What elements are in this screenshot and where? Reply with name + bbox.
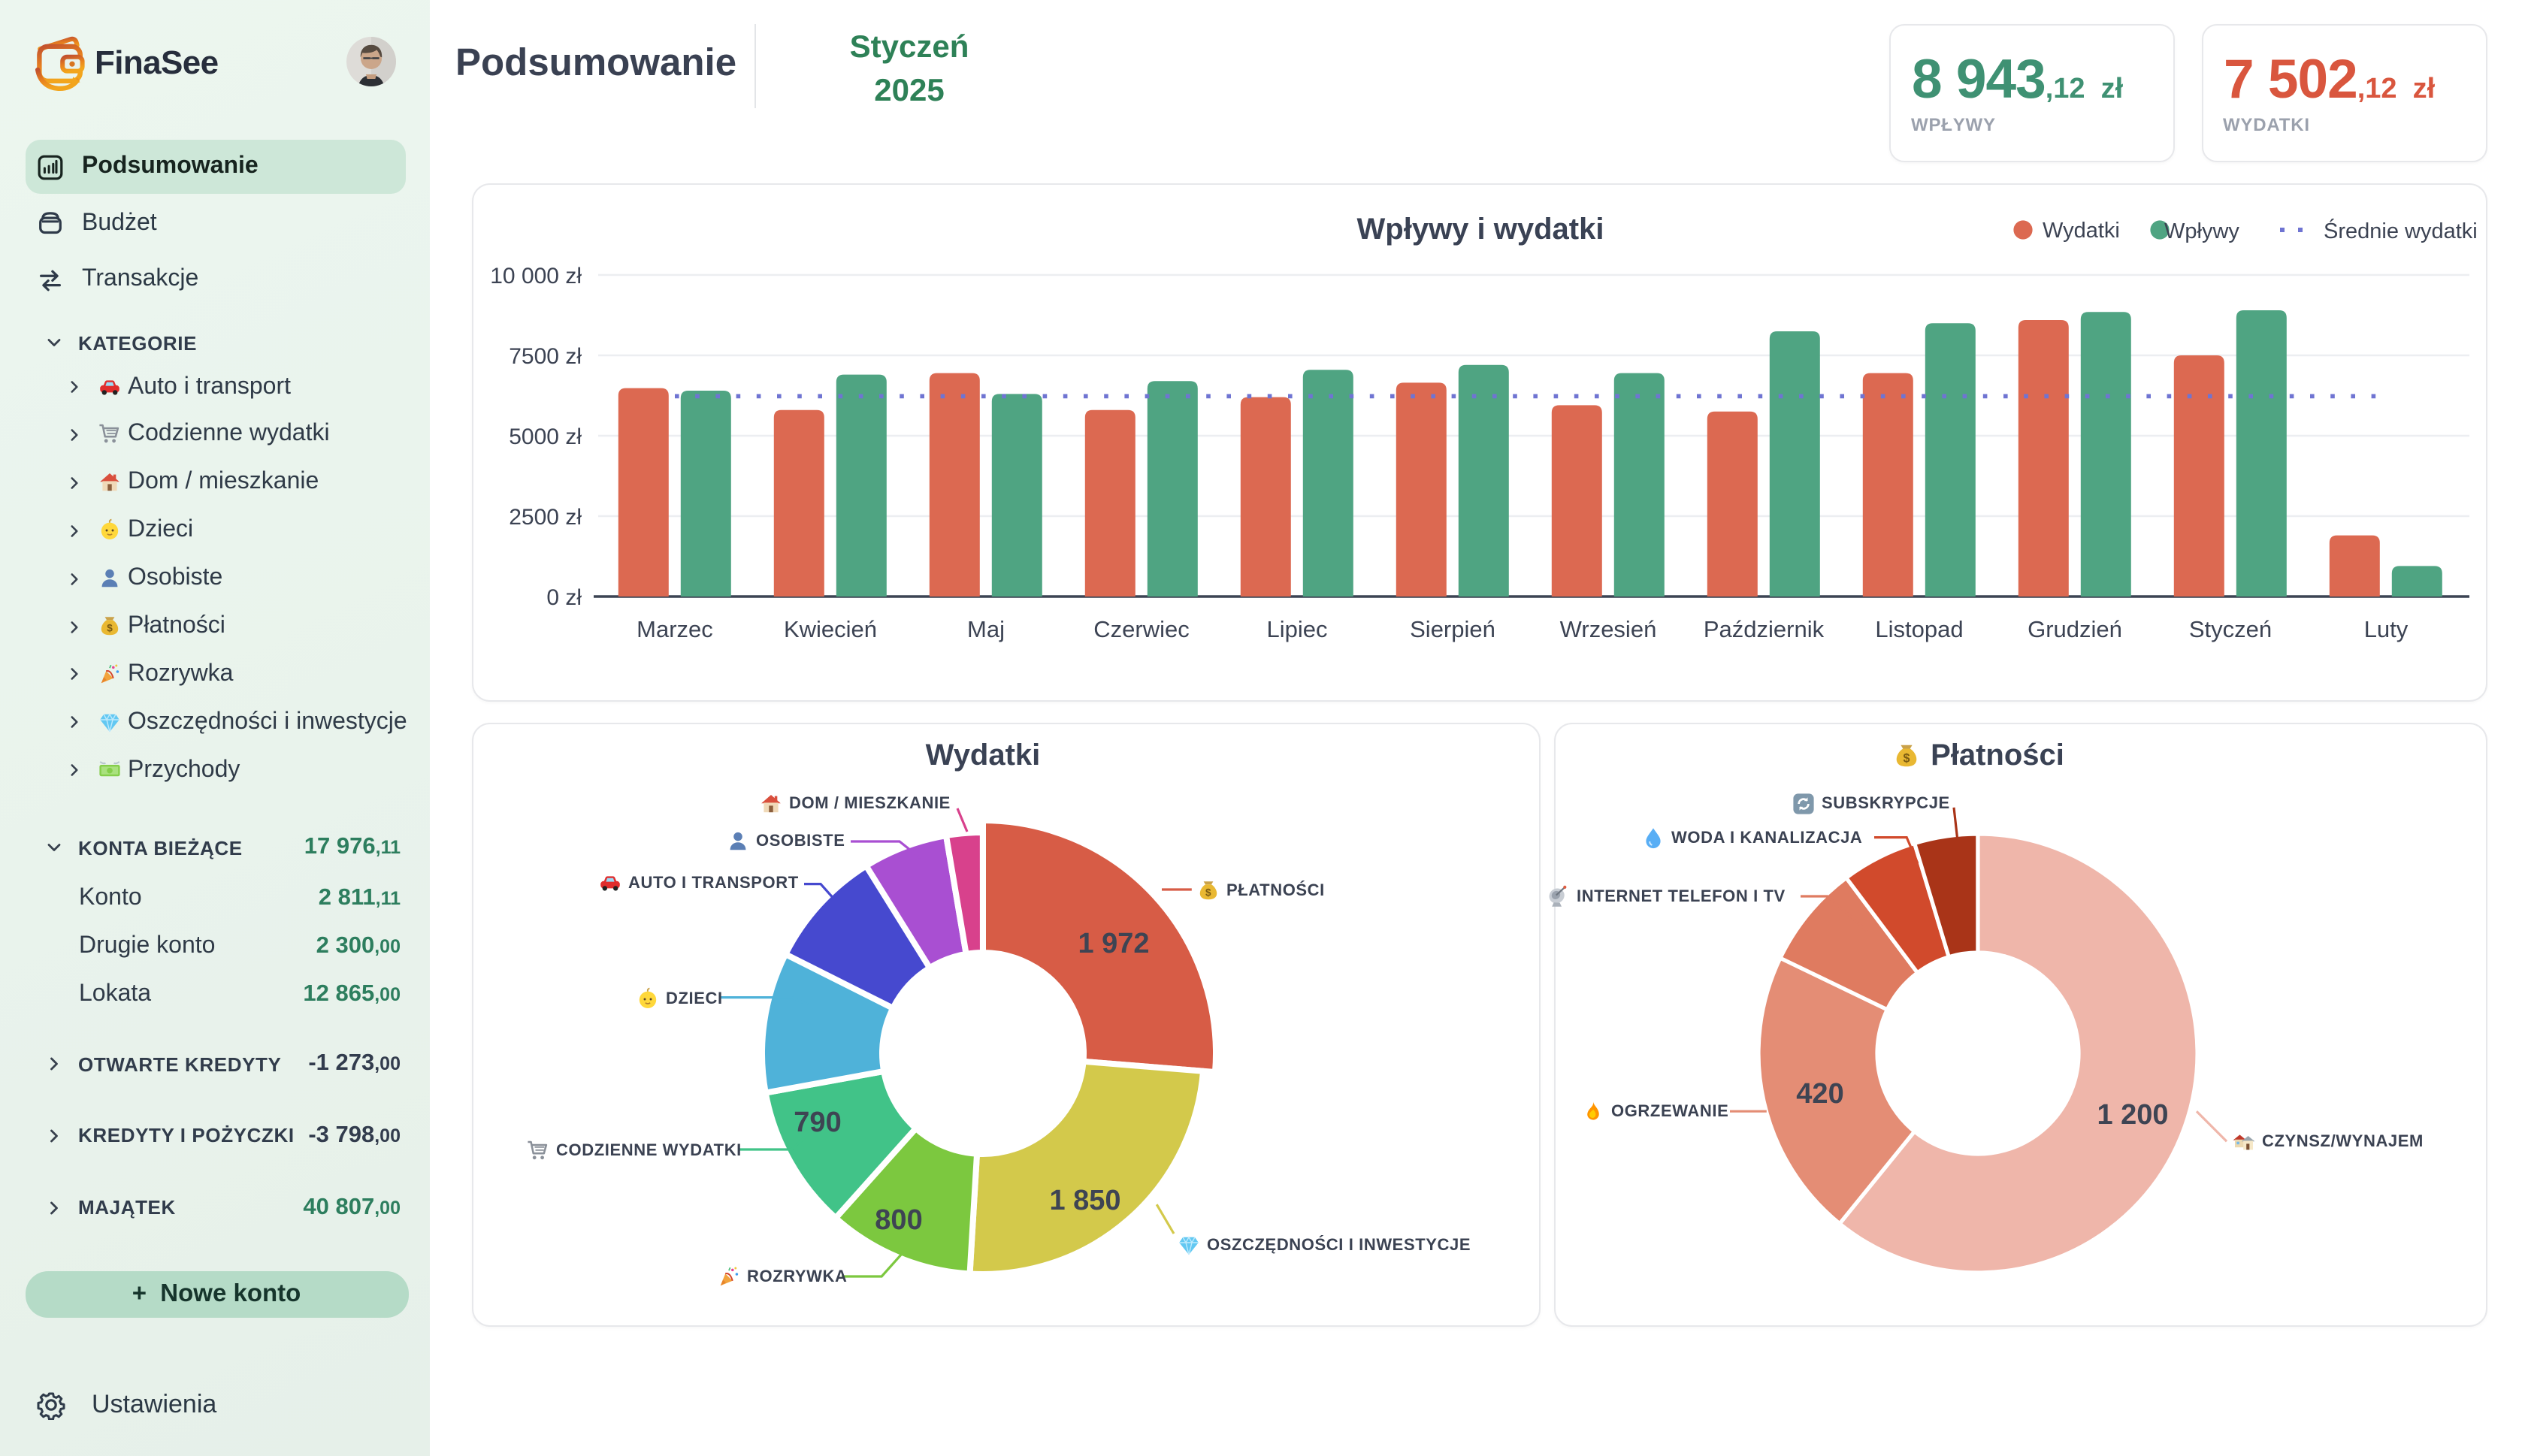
- svg-text:Listopad: Listopad: [1875, 616, 1963, 642]
- svg-text:Kwiecień: Kwiecień: [784, 616, 877, 642]
- svg-text:Wrzesień: Wrzesień: [1560, 616, 1657, 642]
- svg-text:Lipiec: Lipiec: [1267, 616, 1328, 642]
- svg-text:Wydatki: Wydatki: [2043, 219, 2120, 243]
- svg-text:Maj: Maj: [967, 616, 1005, 642]
- svg-text:Czerwiec: Czerwiec: [1093, 616, 1189, 642]
- svg-text:800: 800: [875, 1204, 922, 1236]
- svg-text:$: $: [107, 622, 113, 633]
- svg-text:790: 790: [794, 1107, 841, 1138]
- svg-text:$: $: [1205, 886, 1211, 897]
- svg-text:Wpływy: Wpływy: [2164, 219, 2239, 243]
- svg-text:420: 420: [1796, 1078, 1843, 1110]
- svg-text:Wpływy i wydatki: Wpływy i wydatki: [1357, 213, 1604, 246]
- svg-text:0 zł: 0 zł: [546, 585, 582, 610]
- svg-text:Średnie wydatki: Średnie wydatki: [2324, 218, 2478, 243]
- svg-text:Październik: Październik: [1704, 616, 1825, 642]
- svg-text:1 972: 1 972: [1078, 928, 1149, 959]
- svg-text:5000 zł: 5000 zł: [509, 424, 582, 449]
- svg-text:Luty: Luty: [2364, 616, 2409, 642]
- svg-text:10 000 zł: 10 000 zł: [490, 264, 582, 288]
- svg-text:Grudzień: Grudzień: [2028, 616, 2122, 642]
- svg-text:2500 zł: 2500 zł: [509, 505, 582, 530]
- svg-text:Sierpień: Sierpień: [1410, 616, 1495, 642]
- svg-text:1 850: 1 850: [1049, 1185, 1120, 1216]
- svg-text:Styczeń: Styczeń: [2189, 616, 2272, 642]
- svg-text:1 200: 1 200: [2097, 1099, 2168, 1131]
- svg-text:Marzec: Marzec: [637, 616, 713, 642]
- svg-text:7500 zł: 7500 zł: [509, 344, 582, 369]
- svg-text:$: $: [1903, 752, 1910, 766]
